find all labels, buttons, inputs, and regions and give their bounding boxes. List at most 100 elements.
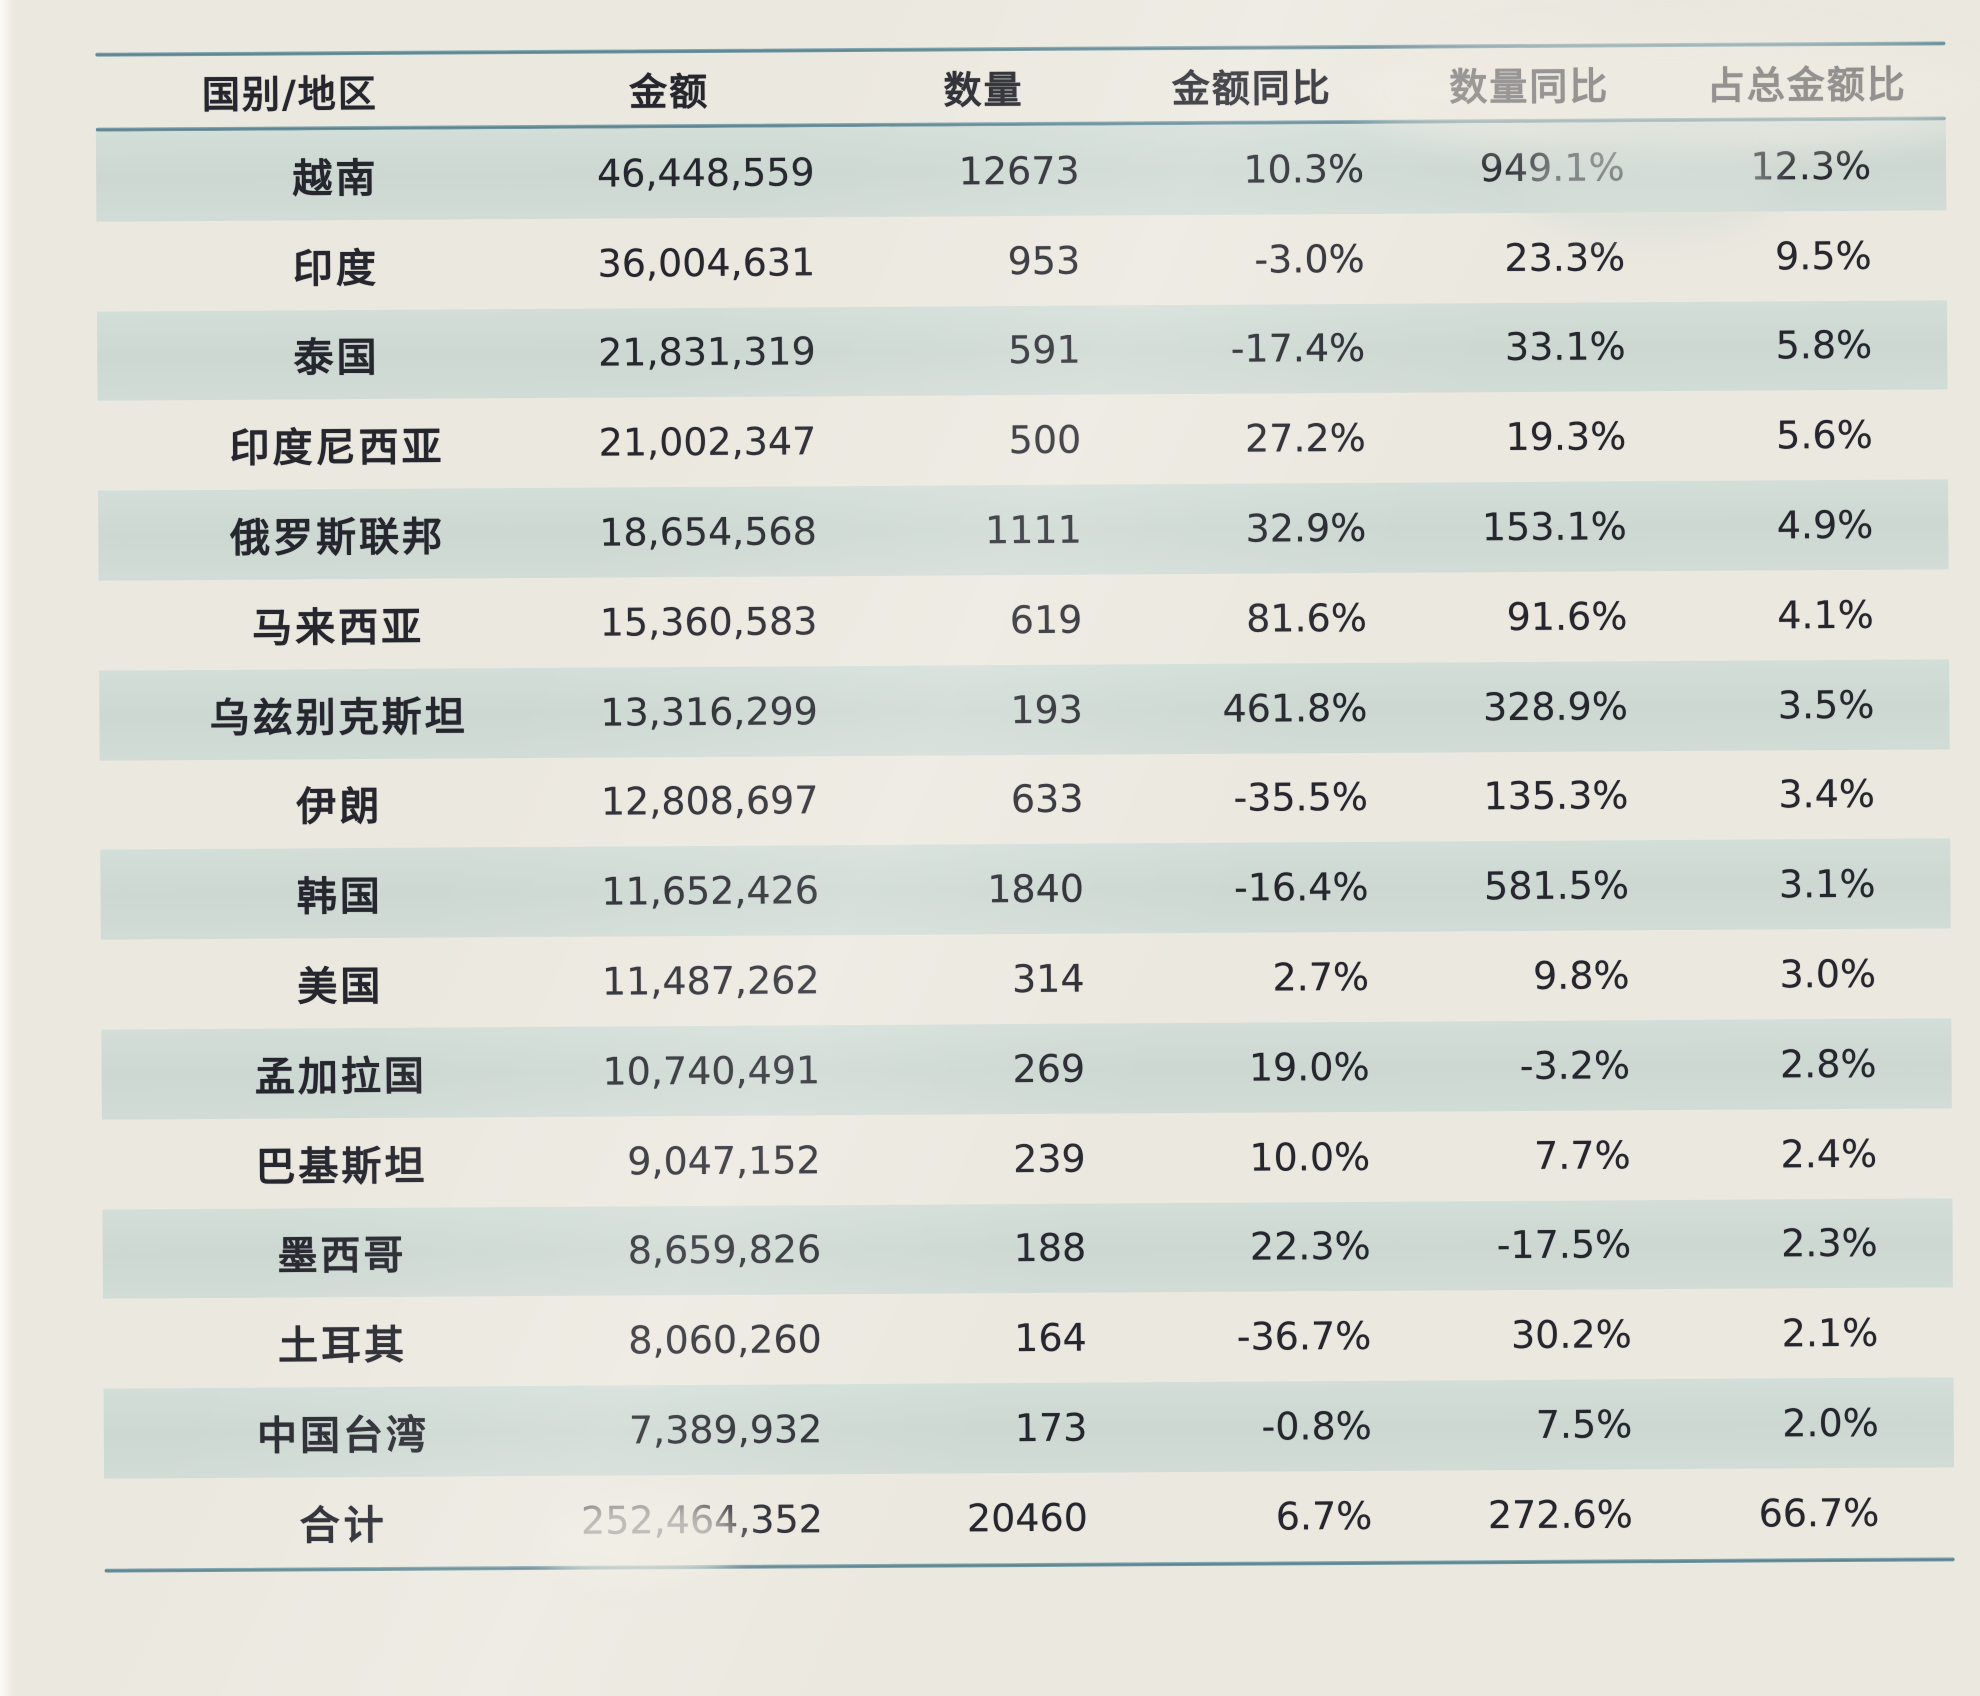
quantity-cell: 1840 bbox=[987, 866, 1085, 912]
share-cell: 5.8% bbox=[1775, 323, 1873, 368]
quantity-cell: 193 bbox=[1010, 687, 1084, 732]
region-cell: 乌兹别克斯坦 bbox=[209, 694, 468, 742]
amount-cell: 21,831,319 bbox=[598, 329, 816, 376]
amount-yoy-cell: -35.5% bbox=[1233, 775, 1369, 821]
amount-yoy-cell: 27.2% bbox=[1244, 416, 1366, 461]
quantity-cell: 164 bbox=[1014, 1315, 1087, 1361]
amount-yoy-cell: -0.8% bbox=[1261, 1403, 1372, 1449]
column-header: 金额同比 bbox=[1171, 66, 1332, 112]
quantity-cell: 239 bbox=[1012, 1136, 1086, 1181]
quantity-yoy-cell: 23.3% bbox=[1504, 235, 1626, 280]
region-cell: 合计 bbox=[299, 1502, 388, 1550]
table-row: 土耳其 8,060,260 164 -36.7% 30.2% 2.1% bbox=[103, 1288, 1954, 1389]
table-row: 马来西亚 15,360,583 619 81.6% 91.6% 4.1% bbox=[99, 569, 1950, 670]
amount-cell: 10,740,491 bbox=[602, 1048, 821, 1094]
table-body: 越南 46,448,559 12673 10.3% 949.1% 12.3% 印度 36,00… bbox=[95, 120, 1955, 1568]
quantity-yoy-cell: 135.3% bbox=[1483, 773, 1629, 819]
region-cell: 韩国 bbox=[296, 874, 383, 921]
share-cell: 12.3% bbox=[1750, 143, 1872, 189]
share-cell: 5.6% bbox=[1776, 413, 1873, 458]
region-cell: 马来西亚 bbox=[252, 604, 425, 652]
share-cell: 9.5% bbox=[1774, 233, 1872, 279]
region-cell: 美国 bbox=[297, 963, 384, 1011]
column-header: 数量同比 bbox=[1449, 64, 1610, 110]
quantity-cell: 20460 bbox=[966, 1495, 1088, 1541]
amount-cell: 11,652,426 bbox=[601, 868, 820, 914]
region-cell: 孟加拉国 bbox=[254, 1053, 428, 1101]
region-cell: 俄罗斯联邦 bbox=[229, 514, 446, 562]
region-cell: 巴基斯坦 bbox=[255, 1143, 428, 1191]
region-cell: 土耳其 bbox=[277, 1323, 408, 1370]
amount-yoy-cell: -16.4% bbox=[1233, 865, 1369, 910]
quantity-cell: 1111 bbox=[984, 507, 1082, 553]
table-row: 泰国 21,831,319 591 -17.4% 33.1% 5.8% bbox=[96, 299, 1948, 402]
amount-cell: 46,448,559 bbox=[596, 150, 815, 196]
quantity-yoy-cell: 328.9% bbox=[1482, 683, 1629, 729]
amount-cell: 12,808,697 bbox=[600, 778, 819, 825]
share-cell: 3.1% bbox=[1778, 862, 1876, 907]
quantity-yoy-cell: 33.1% bbox=[1504, 324, 1626, 370]
quantity-yoy-cell: 7.7% bbox=[1533, 1132, 1631, 1178]
quantity-cell: 173 bbox=[1014, 1405, 1088, 1451]
quantity-cell: 619 bbox=[1009, 597, 1083, 642]
region-cell: 伊朗 bbox=[296, 784, 383, 831]
amount-cell: 36,004,631 bbox=[597, 239, 816, 286]
amount-yoy-cell: 81.6% bbox=[1246, 595, 1367, 641]
quantity-yoy-cell: 153.1% bbox=[1481, 504, 1627, 550]
page-left-edge bbox=[0, 0, 14, 1696]
amount-cell: 252,464,352 bbox=[580, 1497, 823, 1543]
share-cell: 4.9% bbox=[1776, 502, 1874, 548]
quantity-yoy-cell: 272.6% bbox=[1487, 1492, 1633, 1538]
table-row: 中国台湾 7,389,932 173 -0.8% 7.5% 2.0% bbox=[103, 1377, 1955, 1479]
table-row: 巴基斯坦 9,047,152 239 10.0% 7.7% 2.4% bbox=[102, 1108, 1953, 1209]
share-cell: 3.5% bbox=[1777, 682, 1875, 728]
amount-yoy-cell: 461.8% bbox=[1222, 685, 1368, 731]
share-cell: 2.0% bbox=[1782, 1400, 1879, 1446]
amount-cell: 13,316,299 bbox=[600, 688, 819, 735]
amount-yoy-cell: 22.3% bbox=[1249, 1224, 1371, 1270]
table-total-row: 合计 252,464,352 20460 6.7% 272.6% 66.7% bbox=[104, 1467, 1955, 1568]
data-table: 国别/地区 金额 数量 金额同比 数量同比 占总金额比 越南 46,448,559 12673… bbox=[95, 41, 1955, 1573]
amount-yoy-cell: 6.7% bbox=[1275, 1493, 1373, 1539]
amount-cell: 11,487,262 bbox=[601, 958, 820, 1004]
region-cell: 印度尼西亚 bbox=[229, 424, 445, 473]
region-cell: 中国台湾 bbox=[256, 1412, 430, 1460]
table-row: 孟加拉国 10,740,491 269 19.0% -3.2% 2.8% bbox=[101, 1018, 1952, 1120]
share-cell: 4.1% bbox=[1777, 592, 1874, 638]
column-header: 占总金额比 bbox=[1706, 62, 1907, 108]
table-row: 印度尼西亚 21,002,347 500 27.2% 19.3% 5.6% bbox=[98, 390, 1949, 491]
quantity-yoy-cell: 9.8% bbox=[1532, 953, 1630, 998]
quantity-cell: 500 bbox=[1008, 417, 1082, 463]
share-cell: 3.0% bbox=[1779, 951, 1877, 997]
quantity-yoy-cell: 91.6% bbox=[1506, 594, 1628, 639]
amount-yoy-cell: 19.0% bbox=[1248, 1044, 1370, 1090]
amount-yoy-cell: 32.9% bbox=[1245, 505, 1367, 551]
quantity-yoy-cell: -17.5% bbox=[1496, 1222, 1632, 1268]
amount-yoy-cell: -3.0% bbox=[1254, 236, 1365, 282]
region-cell: 泰国 bbox=[293, 335, 380, 382]
quantity-yoy-cell: -3.2% bbox=[1519, 1043, 1631, 1088]
amount-yoy-cell: 2.7% bbox=[1272, 954, 1370, 1000]
quantity-cell: 314 bbox=[1011, 956, 1085, 1002]
quantity-yoy-cell: 7.5% bbox=[1535, 1402, 1633, 1447]
amount-cell: 18,654,568 bbox=[599, 509, 817, 555]
quantity-cell: 188 bbox=[1013, 1226, 1087, 1271]
amount-yoy-cell: 10.0% bbox=[1249, 1134, 1371, 1180]
region-cell: 越南 bbox=[292, 155, 379, 203]
quantity-yoy-cell: 30.2% bbox=[1510, 1312, 1632, 1358]
table-header-row: 国别/地区 金额 数量 金额同比 数量同比 占总金额比 bbox=[95, 45, 1945, 127]
amount-yoy-cell: 10.3% bbox=[1243, 146, 1365, 192]
quantity-cell: 591 bbox=[1008, 328, 1081, 373]
amount-yoy-cell: -17.4% bbox=[1230, 326, 1366, 372]
quantity-cell: 269 bbox=[1012, 1046, 1086, 1091]
amount-cell: 15,360,583 bbox=[599, 599, 818, 645]
quantity-yoy-cell: 19.3% bbox=[1505, 414, 1627, 460]
amount-cell: 8,060,260 bbox=[628, 1317, 822, 1363]
amount-cell: 7,389,932 bbox=[628, 1407, 823, 1453]
table-row: 乌兹别克斯坦 13,316,299 193 461.8% 328.9% 3.5% bbox=[99, 659, 1950, 761]
region-cell: 墨西哥 bbox=[277, 1233, 407, 1281]
share-cell: 2.1% bbox=[1781, 1311, 1879, 1356]
quantity-cell: 633 bbox=[1010, 777, 1084, 822]
table-row: 伊朗 12,808,697 633 -35.5% 135.3% 3.4% bbox=[100, 749, 1951, 850]
share-cell: 3.4% bbox=[1778, 772, 1876, 817]
